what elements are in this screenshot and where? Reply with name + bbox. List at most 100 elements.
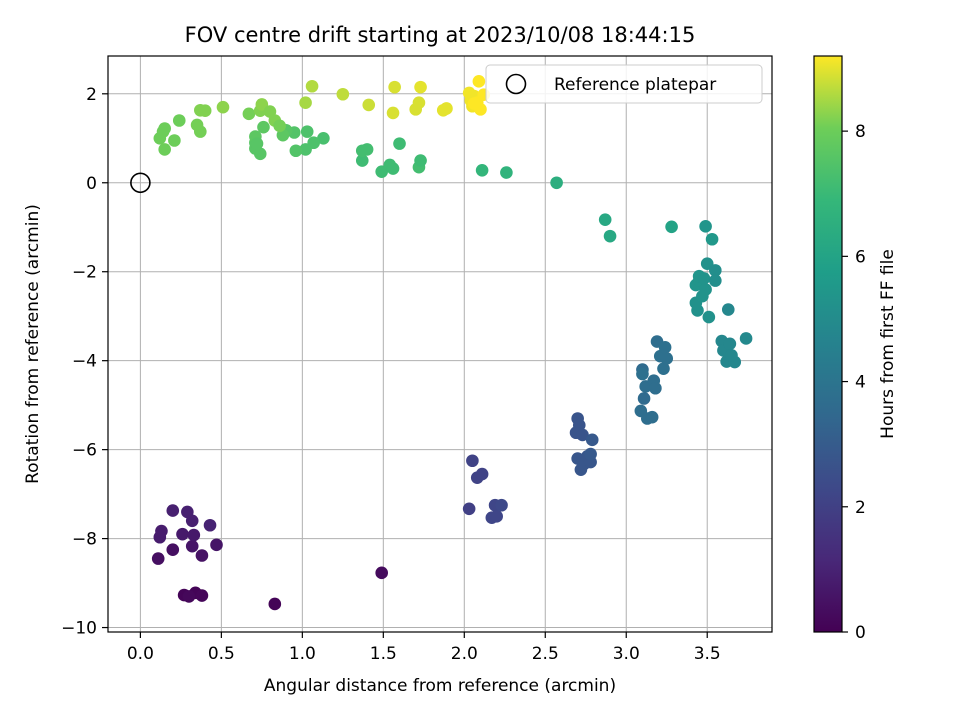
legend: Reference platepar — [485, 64, 763, 104]
data-point — [705, 232, 719, 246]
data-point — [721, 303, 735, 316]
data-points — [151, 75, 753, 611]
y-tick-label: 2 — [86, 85, 97, 105]
x-tick-label: 2.5 — [532, 644, 559, 664]
data-point — [268, 597, 282, 611]
data-point — [187, 528, 201, 542]
data-point — [185, 539, 199, 553]
data-point — [305, 79, 319, 93]
legend-box — [485, 64, 763, 104]
data-point — [158, 122, 171, 135]
y-tick-label: 0 — [86, 174, 97, 194]
data-point — [584, 447, 597, 461]
data-point — [665, 220, 678, 234]
data-point — [386, 162, 400, 175]
x-tick-label: 0.5 — [208, 644, 235, 664]
data-point — [585, 433, 599, 447]
data-point — [702, 310, 716, 324]
data-point — [472, 75, 486, 88]
x-tick-label: 1.0 — [289, 644, 316, 664]
data-point — [598, 213, 612, 226]
data-point — [182, 590, 196, 603]
x-axis-label: Angular distance from reference (arcmin) — [264, 676, 616, 696]
data-point — [658, 341, 672, 354]
data-point — [375, 566, 388, 580]
data-point — [691, 304, 704, 317]
data-point — [158, 143, 171, 156]
data-point — [168, 134, 181, 147]
data-point — [386, 106, 400, 120]
data-point — [709, 274, 722, 287]
data-point — [195, 589, 209, 602]
data-point — [250, 137, 264, 150]
legend-marker-icon — [505, 73, 527, 95]
data-point — [699, 220, 712, 233]
data-point — [194, 125, 207, 138]
data-point — [166, 504, 180, 517]
x-tick-label: 0.0 — [127, 644, 154, 664]
y-axis-label: Rotation from reference (arcmin) — [23, 204, 43, 484]
grid — [108, 56, 772, 632]
data-point — [645, 410, 659, 424]
data-point — [198, 104, 212, 118]
data-point — [466, 454, 479, 468]
data-point — [195, 549, 209, 562]
colorbar-tick-label: 4 — [855, 373, 866, 393]
y-tick-label: −4 — [72, 352, 97, 372]
data-point — [636, 367, 649, 381]
data-point — [495, 498, 508, 512]
data-point — [500, 166, 513, 179]
data-point — [723, 337, 737, 351]
data-point — [660, 352, 674, 365]
data-point — [576, 428, 589, 442]
data-point — [362, 98, 376, 112]
data-point — [739, 332, 753, 345]
colorbar-tick-label: 8 — [855, 122, 866, 142]
data-point — [300, 125, 314, 138]
colorbar-ticks: 0 2 4 6 8 — [842, 122, 866, 643]
x-tick-label: 2.0 — [451, 644, 478, 664]
data-point — [414, 80, 427, 94]
y-tick-label: −6 — [72, 441, 97, 461]
data-point — [649, 381, 662, 395]
data-point — [412, 96, 426, 110]
data-point — [550, 176, 563, 190]
data-point — [697, 272, 711, 285]
data-point — [725, 349, 738, 362]
data-point — [440, 102, 453, 115]
data-point — [414, 154, 427, 167]
data-point — [355, 154, 369, 167]
data-point — [176, 527, 189, 541]
data-point — [696, 289, 709, 303]
y-tick-label: −2 — [72, 263, 97, 283]
data-point — [273, 119, 286, 133]
data-point — [709, 264, 722, 277]
data-point — [603, 229, 617, 243]
data-point — [185, 514, 199, 528]
data-point — [299, 143, 312, 156]
x-tick-label: 3.5 — [694, 644, 721, 664]
legend-label: Reference platepar — [554, 75, 716, 95]
data-point — [155, 524, 168, 538]
plot-frame — [107, 55, 773, 633]
data-point — [289, 144, 303, 158]
y-axis-ticks: −10 −8 −6 −4 −2 0 2 — [61, 85, 108, 639]
data-point — [203, 518, 217, 532]
colorbar-tick-label: 0 — [855, 623, 866, 643]
colorbar-tick-label: 6 — [855, 247, 866, 267]
x-tick-label: 1.5 — [370, 644, 397, 664]
data-point — [172, 114, 186, 127]
x-tick-label: 3.0 — [613, 644, 640, 664]
data-point — [255, 98, 269, 111]
colorbar: 0 2 4 6 8 Hours from first FF file — [813, 55, 898, 643]
data-point — [166, 543, 180, 557]
data-point — [216, 100, 230, 114]
y-tick-label: −10 — [61, 619, 97, 639]
data-point — [490, 510, 503, 523]
data-point — [360, 143, 374, 156]
colorbar-tick-label: 2 — [855, 498, 866, 518]
data-point — [336, 87, 350, 101]
reference-platepar-marker — [130, 172, 151, 194]
data-point — [317, 131, 330, 145]
